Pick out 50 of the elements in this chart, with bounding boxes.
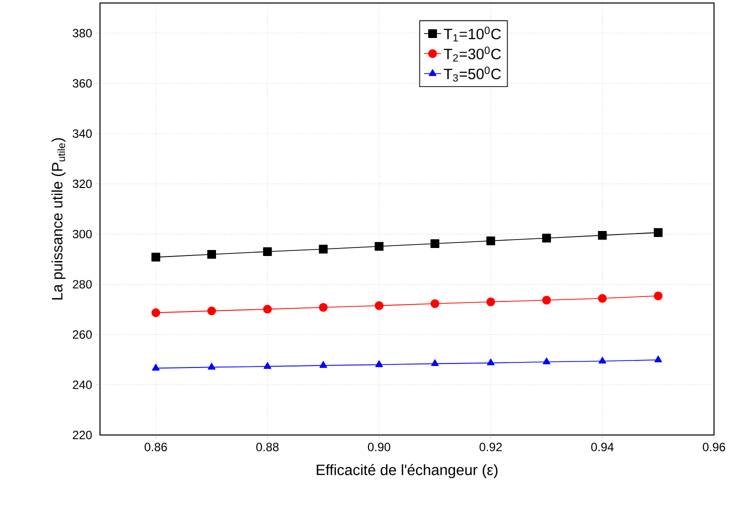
point [374,301,384,310]
point [208,362,216,370]
y-tick-label: 320 [72,180,92,188]
x-tick-label: 0.88 [256,442,279,452]
point [152,364,160,371]
y-tick-label: 380 [72,28,92,38]
point [598,230,607,240]
y-tick-label: 280 [72,280,92,289]
point [319,361,328,368]
y-tick-label: 260 [72,330,92,339]
y-tick-label: 220 [72,430,92,440]
point [263,304,272,314]
x-tick-label: 0.90 [368,442,390,452]
point [654,291,663,300]
x-tick-label: 0.92 [480,442,502,452]
point [318,244,328,254]
point [598,294,607,303]
point [598,356,606,364]
point [375,360,383,368]
x-tick-label: 0.86 [144,442,167,452]
y-tick-label: 240 [72,380,92,389]
point [207,306,216,316]
legend-label: T$_{3}$=50$^{0}$C [444,66,501,82]
point [654,356,662,362]
y-tick-label: 300 [72,230,92,238]
point [486,236,496,246]
point [430,239,440,248]
point [486,298,496,306]
point [486,358,495,366]
point [654,228,663,237]
x-tick-label: 0.94 [591,442,614,452]
legend-label: T$_{1}$=10$^{0}$C [444,26,501,42]
point [318,303,328,312]
y-tick-label: 340 [72,129,92,138]
point [374,242,384,251]
x-axis-title: Efficacité de l'échangeur (ε) [316,464,498,478]
point [263,247,272,256]
x-tick-label: 0.96 [702,442,726,452]
y-axis-title: La puissance utile (P$_{utile}$) [52,138,66,300]
point [151,308,160,318]
point [431,359,439,366]
point [430,299,440,308]
point [542,358,550,364]
point [151,252,160,262]
point [264,362,272,369]
y-tick-label: 360 [72,79,92,88]
point [542,234,551,242]
legend-label: T$_{2}$=30$^{0}$C [444,46,501,62]
point [207,250,216,259]
point [542,296,551,305]
